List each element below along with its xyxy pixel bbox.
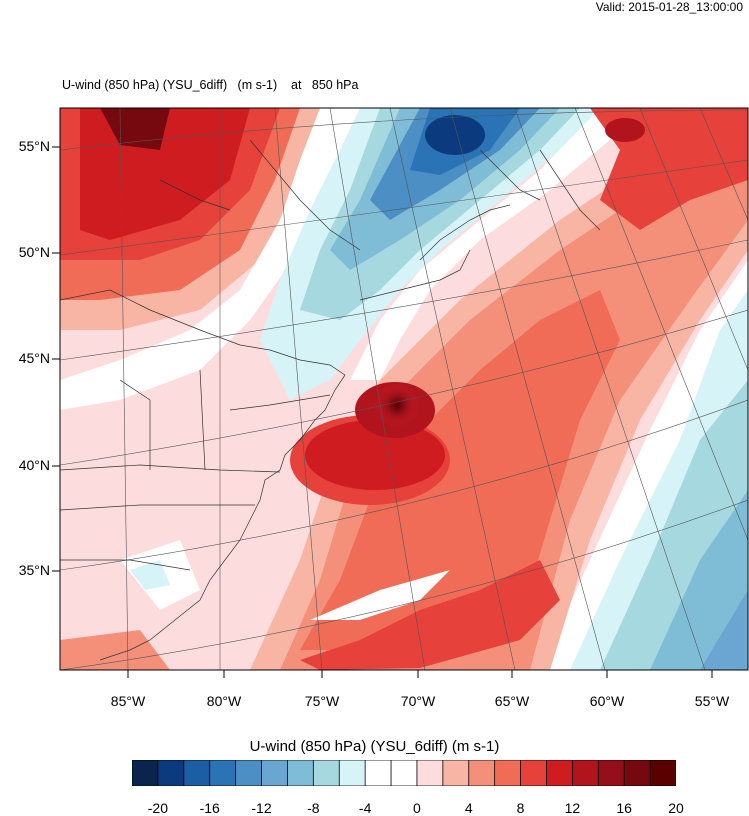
title-field: U-wind (850 hPa) (YSU_6diff) xyxy=(62,78,228,92)
colorbar-swatch xyxy=(546,760,574,786)
plot-title: U-wind (850 hPa) (YSU_6diff) (m s-1) at … xyxy=(62,78,358,92)
colorbar xyxy=(132,760,676,786)
colorbar-swatch xyxy=(132,760,159,786)
coastlines xyxy=(60,139,601,661)
lat-label-40n: 40°N xyxy=(18,457,50,473)
title-level: 850 hPa xyxy=(311,78,359,92)
colorbar-swatch xyxy=(571,760,599,786)
colorbar-tick-label: 4 xyxy=(464,800,473,816)
colorbar-swatch xyxy=(157,760,185,786)
lon-label-80w: 80°W xyxy=(206,693,242,709)
title-at: at xyxy=(291,78,302,92)
colorbar-tick-label: 12 xyxy=(564,800,581,816)
graticule xyxy=(60,108,748,670)
lat-label-55n: 55°N xyxy=(18,138,50,154)
colorbar-swatch xyxy=(494,760,522,786)
lon-label-55w: 55°W xyxy=(694,693,730,709)
colorbar-swatch xyxy=(183,760,211,786)
colorbar-title: U-wind (850 hPa) (YSU_6diff) (m s-1) xyxy=(249,738,500,755)
lon-label-70w: 70°W xyxy=(400,693,436,709)
lon-label-65w: 65°W xyxy=(494,693,530,709)
lon-label-85w: 85°W xyxy=(110,693,146,709)
colorbar-swatch xyxy=(520,760,548,786)
colorbar-swatch xyxy=(235,760,263,786)
colorbar-swatch xyxy=(287,760,315,786)
colorbar-swatch xyxy=(416,760,444,786)
colorbar-swatch xyxy=(364,760,392,786)
lat-label-45n: 45°N xyxy=(18,350,50,366)
title-units: (m s-1) xyxy=(237,78,278,92)
colorbar-tick-label: -16 xyxy=(199,800,220,816)
colorbar-swatch xyxy=(597,760,625,786)
colorbar-swatch xyxy=(209,760,237,786)
lon-label-75w: 75°W xyxy=(304,693,340,709)
plot-frame xyxy=(59,107,749,671)
valid-time-label: Valid: 2015-01-28_13:00:00 xyxy=(595,0,743,14)
colorbar-swatch xyxy=(261,760,289,786)
colorbar-tick-label: -8 xyxy=(307,800,320,816)
colorbar-tick-label: -4 xyxy=(358,800,372,816)
colorbar-tick-label: 16 xyxy=(616,800,632,816)
colorbar-tick-label: 20 xyxy=(668,800,684,816)
map-field xyxy=(60,108,748,670)
colorbar-swatch xyxy=(390,760,418,786)
colorbar-swatch xyxy=(623,760,651,786)
colorbar-tick-label: -20 xyxy=(147,800,169,816)
colorbar-swatch xyxy=(649,760,676,786)
u-wind-map xyxy=(52,107,749,678)
colorbar-swatch xyxy=(442,760,470,786)
colorbar-swatch xyxy=(312,760,340,786)
colorbar-tick-label: 8 xyxy=(516,800,525,816)
lat-label-35n: 35°N xyxy=(18,562,50,578)
colorbar-tick-label: 0 xyxy=(413,800,421,816)
lat-label-50n: 50°N xyxy=(18,244,50,260)
lon-label-60w: 60°W xyxy=(589,693,625,709)
axis-ticks xyxy=(52,146,713,678)
colorbar-swatch xyxy=(468,760,496,786)
colorbar-swatch xyxy=(338,760,366,786)
colorbar-tick-label: -12 xyxy=(251,800,272,816)
